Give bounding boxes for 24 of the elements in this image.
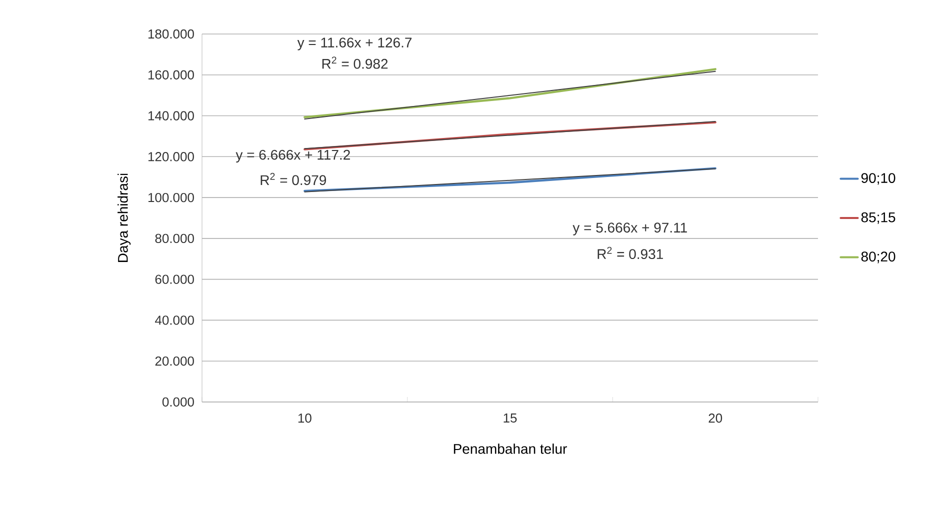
annotation: y = 11.66x + 126.7: [297, 38, 412, 50]
y-tick-label: 40.000: [155, 316, 194, 325]
annotation: R$^{2}$ = 0.979: [260, 172, 326, 186]
y-tick-label: 60.000: [155, 274, 194, 284]
x-tick-label: 10: [298, 414, 312, 423]
x-tick-label: 20: [708, 414, 722, 423]
legend-label: 85;15: [861, 212, 896, 224]
x-axis-title: Penambahan telur: [454, 444, 567, 454]
y-tick-label: 160.000: [148, 70, 194, 80]
y-tick-label: 140.000: [148, 111, 194, 120]
annotation: R$^{2}$ = 0.931: [598, 246, 663, 260]
annotation: y = 6.666x + 117.2: [236, 150, 350, 163]
annotation: y = 5.666x + 97.11: [572, 222, 687, 236]
y-tick-label: 20.000: [155, 356, 194, 366]
x-tick-label: 15: [504, 414, 517, 423]
y-tick-label: 180.000: [148, 29, 194, 39]
legend-label: 80;20: [861, 252, 896, 264]
legend-label: 90;10: [861, 173, 896, 185]
y-tick-label: 100.000: [148, 192, 194, 202]
y-tick-label: 0.000: [162, 397, 194, 407]
annotation: R$^{2}$ = 0.982: [322, 56, 388, 69]
y-axis-title: Daya rehidrasi: [118, 174, 131, 262]
y-tick-label: 80.000: [155, 234, 194, 244]
y-tick-label: 120.000: [148, 152, 194, 162]
